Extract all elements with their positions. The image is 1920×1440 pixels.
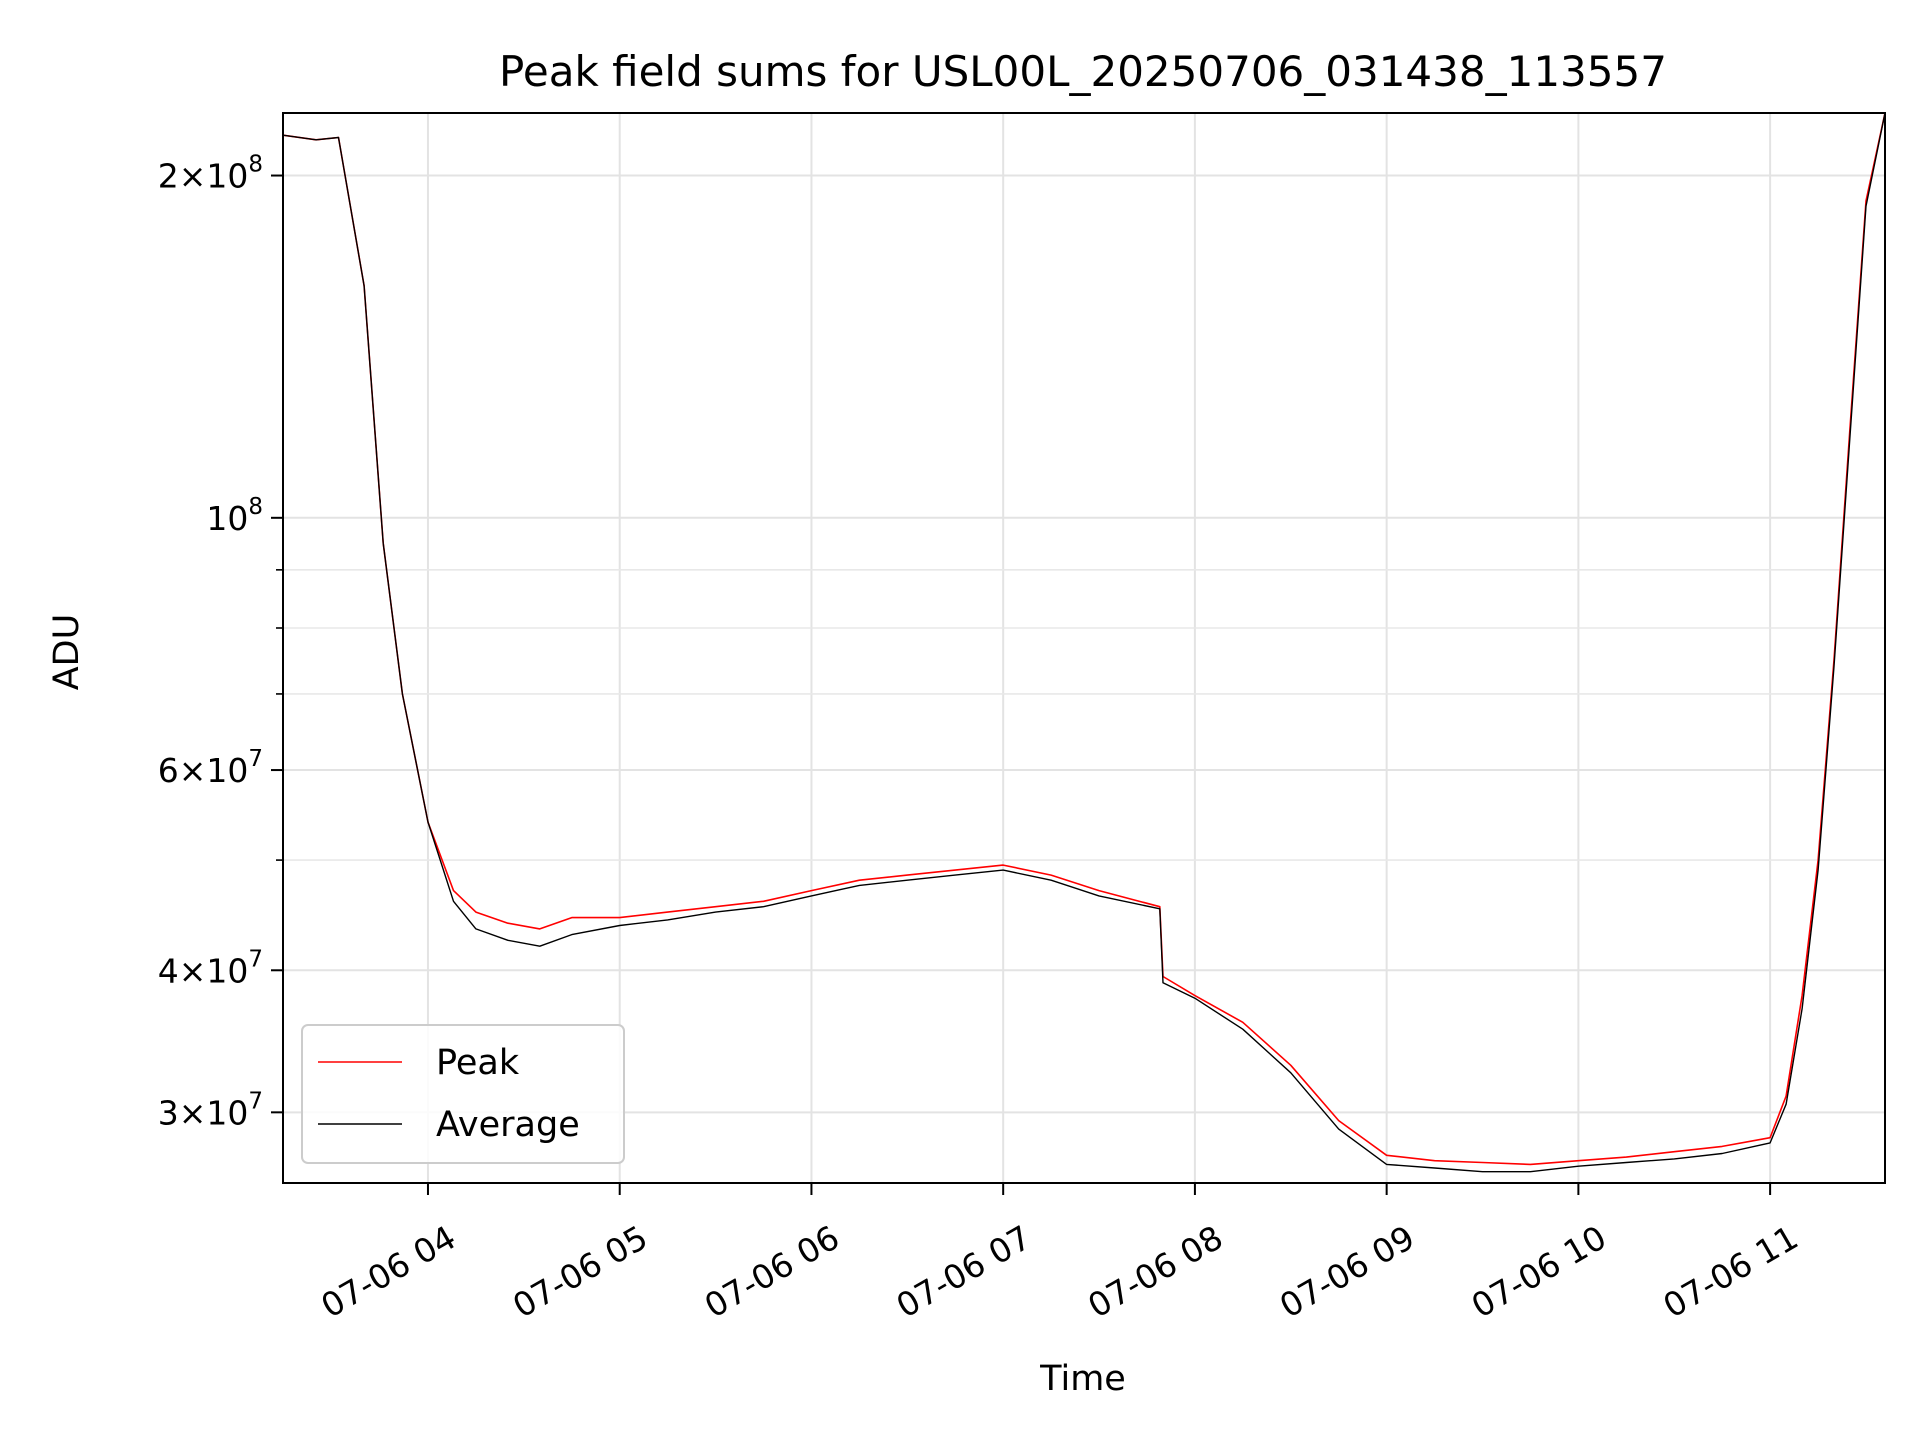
y-tick-label-mantissa: 10: [206, 499, 248, 538]
legend-frame: [301, 1024, 625, 1164]
y-tick-label: 2×108: [158, 152, 263, 196]
chart-title: Peak field sums for USL00L_20250706_0314…: [499, 47, 1667, 96]
y-tick-label-mantissa: 4×10: [158, 951, 249, 990]
y-tick-label-exponent: 8: [248, 494, 263, 520]
grid-layer: [283, 113, 1885, 1183]
y-tick-label-exponent: 7: [248, 746, 263, 772]
series-line-peak: [283, 113, 1885, 1166]
y-tick-label: 3×107: [158, 1088, 263, 1132]
y-tick-label: 108: [206, 494, 263, 538]
y-tick-label: 4×107: [158, 946, 263, 990]
y-tick-label-exponent: 7: [248, 1088, 263, 1114]
legend: Peak Average: [301, 1024, 625, 1164]
plot-frame: [282, 112, 1886, 1184]
y-tick-label-mantissa: 3×10: [158, 1093, 249, 1132]
y-tick-label-mantissa: 6×10: [158, 751, 249, 790]
y-tick-label-exponent: 8: [248, 152, 263, 178]
x-axis-label: Time: [1039, 1359, 1126, 1399]
y-tick-label-mantissa: 2×10: [158, 157, 249, 196]
y-tick-label: 6×107: [158, 746, 263, 790]
y-axis-label: ADU: [47, 614, 87, 691]
series-layer: [283, 113, 1885, 1173]
y-tick-label-exponent: 7: [248, 946, 263, 972]
legend-label-average: Average: [436, 1105, 580, 1145]
legend-label-peak: Peak: [436, 1043, 520, 1083]
series-line-average: [283, 113, 1885, 1173]
